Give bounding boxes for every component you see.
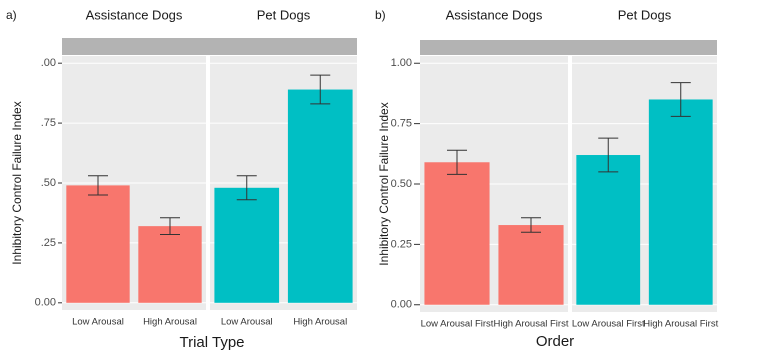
y-tick-label: .75 <box>41 117 56 129</box>
y-tick-label: .25 <box>41 237 56 249</box>
x-tick-label: High Arousal First <box>494 319 569 330</box>
error-bar <box>521 217 541 233</box>
y-tick-label: 0.00 <box>391 299 412 311</box>
bar <box>214 187 280 303</box>
error-bar <box>88 175 108 196</box>
bar <box>138 226 202 303</box>
x-tick-label: High Arousal <box>143 317 197 328</box>
x-tick-label: High Arousal <box>293 317 347 328</box>
bar <box>424 162 490 305</box>
error-bar <box>310 74 331 105</box>
panel-label: a) <box>6 8 17 22</box>
panel-label: b) <box>375 8 386 22</box>
bar <box>576 155 641 305</box>
bar <box>66 185 130 303</box>
facet-title: Pet Dogs <box>257 7 311 22</box>
x-axis-title: Order <box>536 333 574 350</box>
facet-title: Assistance Dogs <box>86 7 183 22</box>
y-tick-label: 0.75 <box>391 118 412 130</box>
x-tick-label: Low Arousal First <box>421 319 494 330</box>
facet-title: Assistance Dogs <box>446 7 543 22</box>
x-tick-label: High Arousal First <box>643 319 718 330</box>
error-bar <box>598 137 619 173</box>
error-bar <box>236 175 257 201</box>
y-tick-label: 0.00 <box>35 297 56 309</box>
x-tick-label: Low Arousal <box>72 317 124 328</box>
bar <box>648 99 713 305</box>
y-axis-title: Inhibitory Control Failure Index <box>10 101 24 264</box>
y-tick-label: .00 <box>41 57 56 69</box>
facet-title: Pet Dogs <box>618 7 672 22</box>
error-bar <box>447 149 467 175</box>
error-bar <box>160 217 180 236</box>
bar <box>287 89 353 303</box>
bar <box>498 225 564 305</box>
y-axis-title: Inhibitory Control Failure Index <box>377 102 391 265</box>
y-tick-label: 0.50 <box>391 178 412 190</box>
y-tick-label: .50 <box>41 177 56 189</box>
x-tick-label: Low Arousal First <box>572 319 645 330</box>
error-bar <box>670 82 691 117</box>
facet-strip <box>420 40 717 55</box>
x-axis-title: Trial Type <box>179 334 244 351</box>
y-tick-label: 0.25 <box>391 238 412 250</box>
y-tick-label: 1.00 <box>391 57 412 69</box>
x-tick-label: Low Arousal <box>221 317 273 328</box>
facet-strip <box>62 38 357 55</box>
